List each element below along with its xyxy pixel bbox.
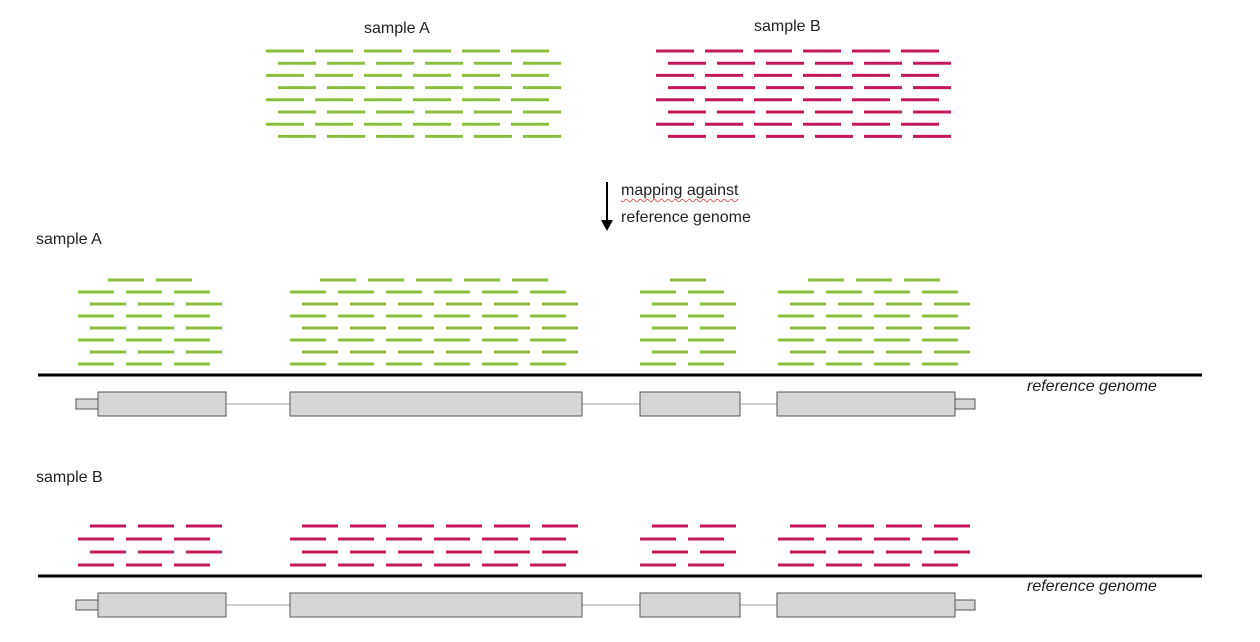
down-arrow-icon <box>601 220 613 231</box>
utr-block <box>75 398 99 410</box>
panel-a-label: sample A <box>36 231 102 248</box>
utr-block <box>75 599 99 611</box>
exon-block <box>289 391 583 417</box>
mapping-note-line2: reference genome <box>621 209 751 226</box>
panel-b-genome-label: reference genome <box>1027 578 1157 595</box>
utr-block <box>954 398 976 410</box>
panel-a-genome-label: reference genome <box>1027 378 1157 395</box>
exon-block <box>639 391 741 417</box>
utr-block <box>954 599 976 611</box>
mapping-note-line1: mapping against <box>621 182 739 199</box>
exon-block <box>776 391 956 417</box>
exon-block <box>97 391 227 417</box>
exon-block <box>639 592 741 618</box>
panel-b-label: sample B <box>36 469 103 486</box>
top-sample-a-label: sample A <box>364 20 430 37</box>
exon-block <box>776 592 956 618</box>
top-sample-b-label: sample B <box>754 18 821 35</box>
mapping-note: mapping against reference genome <box>621 177 751 231</box>
exon-block <box>289 592 583 618</box>
exon-block <box>97 592 227 618</box>
